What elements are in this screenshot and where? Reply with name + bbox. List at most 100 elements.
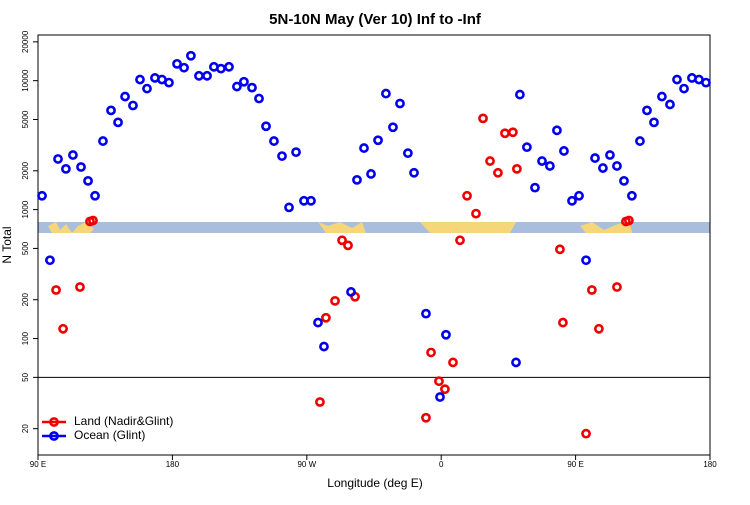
data-point [68, 150, 78, 160]
data-point [511, 357, 521, 368]
data-point [359, 143, 369, 153]
map-strip [38, 222, 710, 233]
data-point [224, 61, 234, 72]
data-point [202, 70, 212, 81]
data-point [319, 341, 329, 352]
data-point [512, 163, 522, 174]
data-point [90, 190, 100, 201]
data-point [83, 175, 93, 186]
data-point [330, 295, 340, 306]
data-point [51, 285, 61, 295]
data-point [135, 74, 145, 85]
data-point [672, 74, 682, 85]
y-axis-label: N Total [0, 226, 14, 263]
y-tick-label: 1000 [21, 200, 30, 218]
data-point [471, 208, 481, 219]
data-point [179, 62, 189, 73]
chart-title: 5N-10N May (Ver 10) Inf to -Inf [269, 11, 482, 28]
data-point [493, 167, 503, 178]
data-point [435, 392, 445, 402]
data-point [247, 82, 257, 93]
data-point [612, 282, 622, 292]
data-point [701, 77, 711, 88]
y-tick-label: 20 [21, 424, 30, 433]
data-point [88, 215, 98, 226]
data-point [381, 88, 391, 99]
data-point [559, 146, 569, 156]
data-point [657, 91, 667, 102]
data-point [337, 235, 347, 246]
data-point [76, 162, 86, 172]
data-point [186, 50, 196, 61]
legend-marker [49, 417, 59, 427]
y-tick-label: 500 [21, 241, 30, 255]
data-point [530, 182, 540, 193]
data-point [343, 240, 353, 251]
data-point [441, 329, 451, 340]
y-tick-label: 2000 [21, 161, 30, 179]
legend-label: Ocean (Glint) [74, 428, 145, 442]
x-tick-label: 0 [439, 460, 444, 469]
legend-label: Land (Nadir&Glint) [74, 414, 173, 428]
plot-frame [37, 34, 711, 456]
data-point [232, 81, 242, 92]
data-point [440, 384, 450, 395]
data-point [598, 163, 608, 173]
data-point [605, 150, 615, 160]
data-point [590, 153, 600, 163]
data-point [98, 136, 108, 146]
y-tick-label: 50 [21, 372, 30, 381]
data-point [649, 117, 659, 128]
data-point [485, 156, 495, 166]
data-point [75, 282, 85, 292]
data-point [679, 83, 689, 94]
x-tick-label: 90 E [567, 460, 583, 469]
data-point [421, 412, 431, 423]
y-tick-label: 100 [21, 331, 30, 345]
data-point [239, 76, 249, 87]
data-point [313, 317, 323, 328]
x-tick-label: 180 [703, 460, 717, 469]
data-point [581, 255, 591, 266]
data-point [642, 105, 652, 116]
data-point [455, 235, 465, 246]
data-point [402, 148, 413, 159]
data-point [434, 376, 444, 387]
data-point [388, 122, 398, 133]
data-point [306, 195, 316, 206]
data-point [635, 136, 645, 146]
data-point [172, 58, 182, 69]
data-point [321, 312, 331, 323]
data-point [284, 202, 294, 213]
data-point [346, 287, 356, 297]
data-point [53, 154, 63, 164]
data-point [61, 163, 71, 174]
data-point [665, 99, 675, 110]
data-point [478, 113, 488, 124]
x-axis-label: Longitude (deg E) [327, 476, 422, 490]
data-point [291, 147, 301, 158]
data-point [581, 428, 591, 439]
data-point [269, 136, 279, 146]
data-point [537, 156, 547, 166]
data-point [164, 77, 174, 88]
x-tick-label: 180 [166, 460, 180, 469]
data-point [366, 169, 376, 179]
data-point [462, 190, 472, 201]
data-point [567, 195, 577, 206]
data-point [113, 117, 123, 128]
data-point [514, 89, 525, 100]
data-point [619, 175, 629, 186]
data-point [45, 255, 55, 266]
data-point [277, 151, 287, 161]
data-point [352, 174, 362, 185]
y-tick-label: 200 [21, 293, 30, 307]
data-point [128, 100, 138, 111]
data-point [448, 357, 458, 368]
data-point [507, 127, 518, 138]
data-point [261, 121, 271, 132]
data-point [558, 317, 568, 328]
data-point [552, 125, 562, 136]
y-tick-label: 10000 [21, 69, 30, 92]
